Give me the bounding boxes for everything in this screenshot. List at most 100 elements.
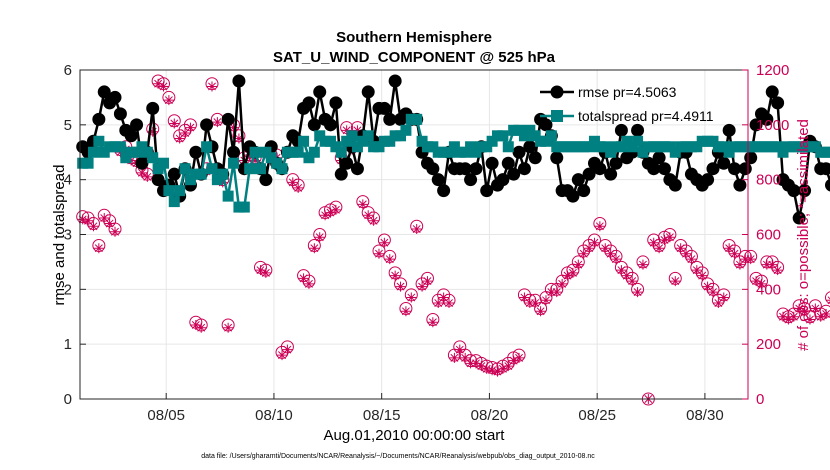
obs-assimilated-marker — [185, 122, 196, 133]
totalspread-point — [400, 124, 412, 136]
obs-assimilated-marker — [707, 287, 718, 298]
totalspread-point — [168, 196, 180, 208]
totalspread-point — [632, 135, 644, 147]
rmse-point — [771, 96, 785, 110]
x-tick-label: 08/05 — [147, 407, 185, 424]
rmse-point — [760, 112, 774, 126]
obs-assimilated-marker — [287, 177, 298, 188]
y-right-tick-label: 0 — [756, 391, 764, 408]
obs-assimilated-marker — [751, 276, 762, 287]
obs-assimilated-marker — [654, 243, 665, 254]
obs-assimilated-marker — [778, 311, 789, 322]
rmse-point — [480, 184, 494, 198]
rmse-point — [717, 156, 731, 170]
obs-assimilated-marker — [578, 248, 589, 259]
rmse-point — [652, 151, 666, 165]
obs-assimilated-marker — [659, 234, 670, 245]
obs-assimilated-marker — [616, 265, 627, 276]
rmse-point — [733, 178, 747, 192]
obs-assimilated-marker — [756, 278, 767, 289]
obs-assimilated-marker — [551, 287, 562, 298]
rmse-point — [825, 178, 830, 192]
obs-assimilated-marker — [314, 232, 325, 243]
totalspread-point — [346, 130, 358, 142]
rmse-point — [749, 118, 763, 132]
obs-assimilated-marker — [492, 366, 503, 377]
obs-assimilated-marker — [664, 232, 675, 243]
obs-assimilated-marker — [675, 243, 686, 254]
obs-assimilated-marker — [444, 298, 455, 309]
totalspread-point — [93, 135, 105, 147]
obs-assimilated-marker — [600, 243, 611, 254]
rmse-point — [313, 85, 327, 99]
rmse-point — [722, 123, 736, 137]
obs-assimilated-marker — [627, 276, 638, 287]
obs-assimilated-marker — [158, 81, 169, 92]
obs-assimilated-marker — [519, 292, 530, 303]
totalspread-point — [335, 146, 347, 158]
totalspread-point — [249, 146, 261, 158]
y-axis-label-right: # of obs: o=possible; *=assimilated — [795, 119, 812, 351]
obs-assimilated-marker — [697, 270, 708, 281]
obs-assimilated-marker — [104, 218, 115, 229]
obs-assimilated-marker — [670, 276, 681, 287]
rmse-point — [658, 162, 671, 176]
obs-assimilated-marker — [411, 224, 422, 235]
obs-assimilated-marker — [206, 81, 217, 92]
obs-assimilated-marker — [169, 118, 180, 129]
obs-assimilated-marker — [180, 128, 191, 139]
legend-spread-marker — [551, 110, 563, 122]
obs-assimilated-marker — [745, 254, 756, 265]
obs-assimilated-marker — [718, 292, 729, 303]
totalspread-point — [174, 185, 186, 197]
obs-assimilated-marker — [277, 350, 288, 361]
obs-assimilated-marker — [503, 361, 514, 372]
obs-assimilated-marker — [153, 78, 164, 89]
obs-assimilated-marker — [190, 319, 201, 330]
rmse-point — [614, 123, 628, 137]
rmse-point — [329, 96, 343, 110]
rmse-point — [512, 145, 526, 159]
rmse-point — [151, 173, 165, 187]
y-axis-label-left: rmse and totalspread — [51, 165, 68, 306]
rmse-point — [464, 173, 478, 187]
y-right-tick-label: 600 — [756, 227, 781, 244]
obs-assimilated-marker — [88, 221, 99, 232]
rmse-point — [340, 156, 354, 170]
obs-assimilated-marker — [196, 322, 207, 333]
totalspread-point — [276, 163, 288, 175]
obs-assimilated-marker — [368, 215, 379, 226]
rmse-point — [496, 173, 510, 187]
totalspread-point — [206, 163, 218, 175]
totalspread-point — [158, 157, 169, 169]
obs-assimilated-marker — [142, 171, 153, 182]
obs-assimilated-marker — [438, 292, 449, 303]
rmse-point — [431, 173, 445, 187]
rmse-point — [167, 167, 181, 181]
totalspread-point — [254, 163, 266, 175]
rmse-point — [130, 118, 144, 132]
obs-assimilated-marker — [729, 248, 740, 259]
obs-assimilated-marker — [611, 254, 622, 265]
obs-assimilated-marker — [761, 259, 772, 270]
obs-assimilated-marker — [734, 259, 745, 270]
obs-assimilated-marker — [309, 243, 320, 254]
totalspread-point — [87, 146, 99, 158]
rmse-point — [426, 162, 440, 176]
obs-assimilated-marker — [821, 309, 830, 320]
obs-assimilated-marker — [379, 237, 390, 248]
x-tick-label: 08/10 — [255, 407, 293, 424]
obs-assimilated-marker — [163, 95, 174, 106]
x-tick-label: 08/15 — [363, 407, 401, 424]
legend-spread-label: totalspread pr=4.4911 — [578, 108, 714, 124]
obs-assimilated-marker — [390, 270, 401, 281]
obs-assimilated-marker — [783, 314, 794, 325]
obs-assimilated-marker — [815, 311, 826, 322]
obs-assimilated-marker — [147, 126, 158, 137]
obs-assimilated-marker — [637, 259, 648, 270]
obs-assimilated-marker — [605, 248, 616, 259]
y-left-tick-label: 0 — [64, 391, 72, 408]
rmse-point — [647, 162, 661, 176]
totalspread-point — [179, 163, 191, 175]
